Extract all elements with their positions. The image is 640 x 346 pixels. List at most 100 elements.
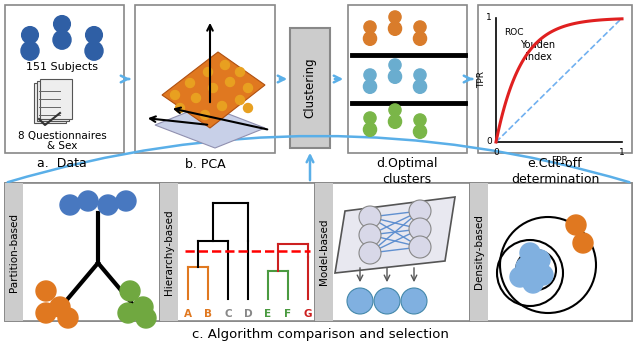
Ellipse shape: [85, 42, 103, 60]
Ellipse shape: [413, 32, 427, 45]
Text: Density-based: Density-based: [474, 215, 484, 290]
Ellipse shape: [21, 42, 39, 60]
Circle shape: [218, 101, 227, 110]
FancyBboxPatch shape: [160, 183, 315, 321]
FancyBboxPatch shape: [5, 5, 124, 153]
Circle shape: [60, 195, 80, 215]
FancyBboxPatch shape: [5, 183, 23, 321]
Circle shape: [523, 273, 543, 293]
Text: Youden
Index: Youden Index: [520, 40, 556, 62]
Text: & Sex: & Sex: [47, 141, 77, 151]
Text: ROC: ROC: [504, 28, 524, 37]
Circle shape: [530, 250, 550, 270]
FancyBboxPatch shape: [135, 5, 275, 153]
Circle shape: [364, 69, 376, 81]
Circle shape: [120, 281, 140, 301]
Ellipse shape: [53, 30, 71, 49]
Text: Clustering: Clustering: [303, 58, 317, 118]
Text: 0: 0: [486, 137, 492, 146]
Circle shape: [200, 110, 209, 119]
Circle shape: [401, 288, 427, 314]
Circle shape: [118, 303, 138, 323]
Polygon shape: [162, 52, 265, 128]
Circle shape: [50, 297, 70, 317]
Text: F: F: [284, 309, 292, 319]
Circle shape: [186, 79, 195, 88]
Text: C: C: [224, 309, 232, 319]
Circle shape: [36, 303, 56, 323]
Text: 151 Subjects: 151 Subjects: [26, 62, 98, 72]
Text: b. PCA: b. PCA: [185, 158, 225, 171]
Text: 0: 0: [493, 148, 499, 157]
Text: d.Optimal
clusters: d.Optimal clusters: [376, 157, 438, 186]
Circle shape: [389, 11, 401, 23]
Circle shape: [225, 78, 234, 86]
Circle shape: [209, 83, 218, 92]
Circle shape: [116, 191, 136, 211]
Circle shape: [533, 265, 553, 285]
Text: Partition-based: Partition-based: [9, 212, 19, 291]
Circle shape: [516, 257, 536, 277]
Circle shape: [359, 206, 381, 228]
Text: a.  Data: a. Data: [37, 157, 87, 170]
Ellipse shape: [364, 123, 376, 136]
Text: 8 Questionnaires: 8 Questionnaires: [18, 131, 106, 141]
Circle shape: [389, 59, 401, 71]
FancyBboxPatch shape: [348, 5, 467, 153]
Circle shape: [374, 288, 400, 314]
Text: A: A: [184, 309, 192, 319]
Circle shape: [414, 114, 426, 126]
Text: B: B: [204, 309, 212, 319]
Circle shape: [414, 21, 426, 33]
Circle shape: [133, 297, 153, 317]
FancyBboxPatch shape: [34, 83, 66, 123]
FancyBboxPatch shape: [40, 79, 72, 119]
FancyBboxPatch shape: [160, 183, 178, 321]
FancyBboxPatch shape: [470, 183, 632, 321]
Text: FPR: FPR: [550, 156, 568, 165]
Circle shape: [236, 95, 244, 104]
Text: c. Algorithm comparison and selection: c. Algorithm comparison and selection: [191, 328, 449, 341]
FancyBboxPatch shape: [5, 183, 160, 321]
Circle shape: [409, 218, 431, 240]
FancyBboxPatch shape: [37, 81, 69, 121]
Circle shape: [221, 61, 230, 70]
Text: e.Cut-off
determination: e.Cut-off determination: [511, 157, 599, 186]
Text: Model-based: Model-based: [319, 219, 329, 285]
Circle shape: [136, 308, 156, 328]
Circle shape: [414, 69, 426, 81]
FancyBboxPatch shape: [478, 5, 632, 153]
Text: D: D: [244, 309, 252, 319]
Circle shape: [54, 16, 70, 33]
Text: E: E: [264, 309, 271, 319]
Polygon shape: [155, 105, 265, 148]
Text: G: G: [304, 309, 312, 319]
Polygon shape: [335, 197, 455, 273]
Circle shape: [58, 308, 78, 328]
Text: TPR: TPR: [477, 72, 486, 89]
Circle shape: [409, 236, 431, 258]
Ellipse shape: [413, 125, 427, 138]
Circle shape: [573, 233, 593, 253]
Circle shape: [78, 191, 98, 211]
Circle shape: [191, 93, 200, 102]
Circle shape: [175, 103, 184, 112]
Circle shape: [389, 104, 401, 116]
Ellipse shape: [413, 80, 427, 93]
Circle shape: [236, 67, 244, 76]
Ellipse shape: [388, 70, 401, 83]
Text: 1: 1: [619, 148, 625, 157]
Circle shape: [170, 91, 179, 100]
Text: 1: 1: [486, 13, 492, 22]
FancyBboxPatch shape: [290, 28, 330, 148]
FancyBboxPatch shape: [470, 183, 488, 321]
Circle shape: [359, 224, 381, 246]
Circle shape: [347, 288, 373, 314]
Text: Hierarchy-based: Hierarchy-based: [164, 209, 174, 295]
Ellipse shape: [388, 22, 401, 35]
Circle shape: [98, 195, 118, 215]
FancyArrowPatch shape: [8, 136, 629, 182]
Circle shape: [243, 83, 253, 92]
Circle shape: [510, 267, 530, 287]
Circle shape: [409, 200, 431, 222]
